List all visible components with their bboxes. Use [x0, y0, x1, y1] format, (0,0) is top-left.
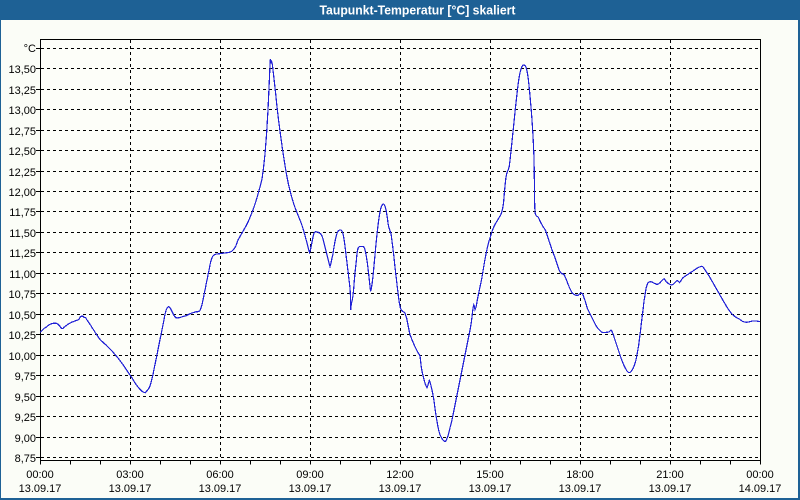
svg-text:10,25: 10,25 [8, 330, 36, 342]
svg-text:9,75: 9,75 [15, 371, 36, 383]
svg-text:11,50: 11,50 [9, 228, 36, 240]
svg-text:00:00: 00:00 [746, 469, 774, 481]
svg-text:13.09.17: 13.09.17 [379, 483, 422, 495]
svg-text:9,25: 9,25 [15, 412, 36, 424]
svg-text:09:00: 09:00 [296, 469, 324, 481]
svg-text:15:00: 15:00 [476, 469, 504, 481]
svg-text:14.09.17: 14.09.17 [739, 483, 782, 495]
svg-text:9,00: 9,00 [15, 433, 36, 445]
svg-text:13,50: 13,50 [8, 64, 36, 76]
svg-text:13.09.17: 13.09.17 [289, 483, 332, 495]
svg-text:8,75: 8,75 [15, 453, 36, 465]
svg-text:13,00: 13,00 [8, 105, 36, 117]
svg-text:13.09.17: 13.09.17 [199, 483, 242, 495]
svg-text:11,00: 11,00 [9, 269, 36, 281]
svg-text:13.09.17: 13.09.17 [109, 483, 152, 495]
svg-text:18:00: 18:00 [566, 469, 594, 481]
svg-text:Taupunkt-Temperatur [°C] skali: Taupunkt-Temperatur [°C] skaliert [320, 4, 517, 18]
svg-text:12:00: 12:00 [386, 469, 414, 481]
svg-text:12,50: 12,50 [8, 146, 36, 158]
svg-text:13.09.17: 13.09.17 [559, 483, 602, 495]
svg-text:00:00: 00:00 [26, 469, 54, 481]
svg-text:10,50: 10,50 [8, 310, 36, 322]
svg-text:9,50: 9,50 [15, 392, 36, 404]
svg-text:13.09.17: 13.09.17 [19, 483, 62, 495]
svg-text:°C: °C [24, 43, 36, 55]
svg-text:12,75: 12,75 [8, 126, 36, 138]
svg-text:10,75: 10,75 [8, 289, 36, 301]
svg-text:06:00: 06:00 [206, 469, 234, 481]
svg-text:21:00: 21:00 [656, 469, 684, 481]
svg-text:13,25: 13,25 [8, 85, 36, 97]
svg-text:10,00: 10,00 [8, 351, 36, 363]
svg-text:13.09.17: 13.09.17 [469, 483, 512, 495]
svg-text:13.09.17: 13.09.17 [649, 483, 692, 495]
svg-text:12,00: 12,00 [8, 187, 36, 199]
svg-text:03:00: 03:00 [116, 469, 144, 481]
svg-text:11,25: 11,25 [9, 248, 36, 260]
svg-text:11,75: 11,75 [9, 207, 36, 219]
svg-text:12,25: 12,25 [8, 167, 36, 179]
